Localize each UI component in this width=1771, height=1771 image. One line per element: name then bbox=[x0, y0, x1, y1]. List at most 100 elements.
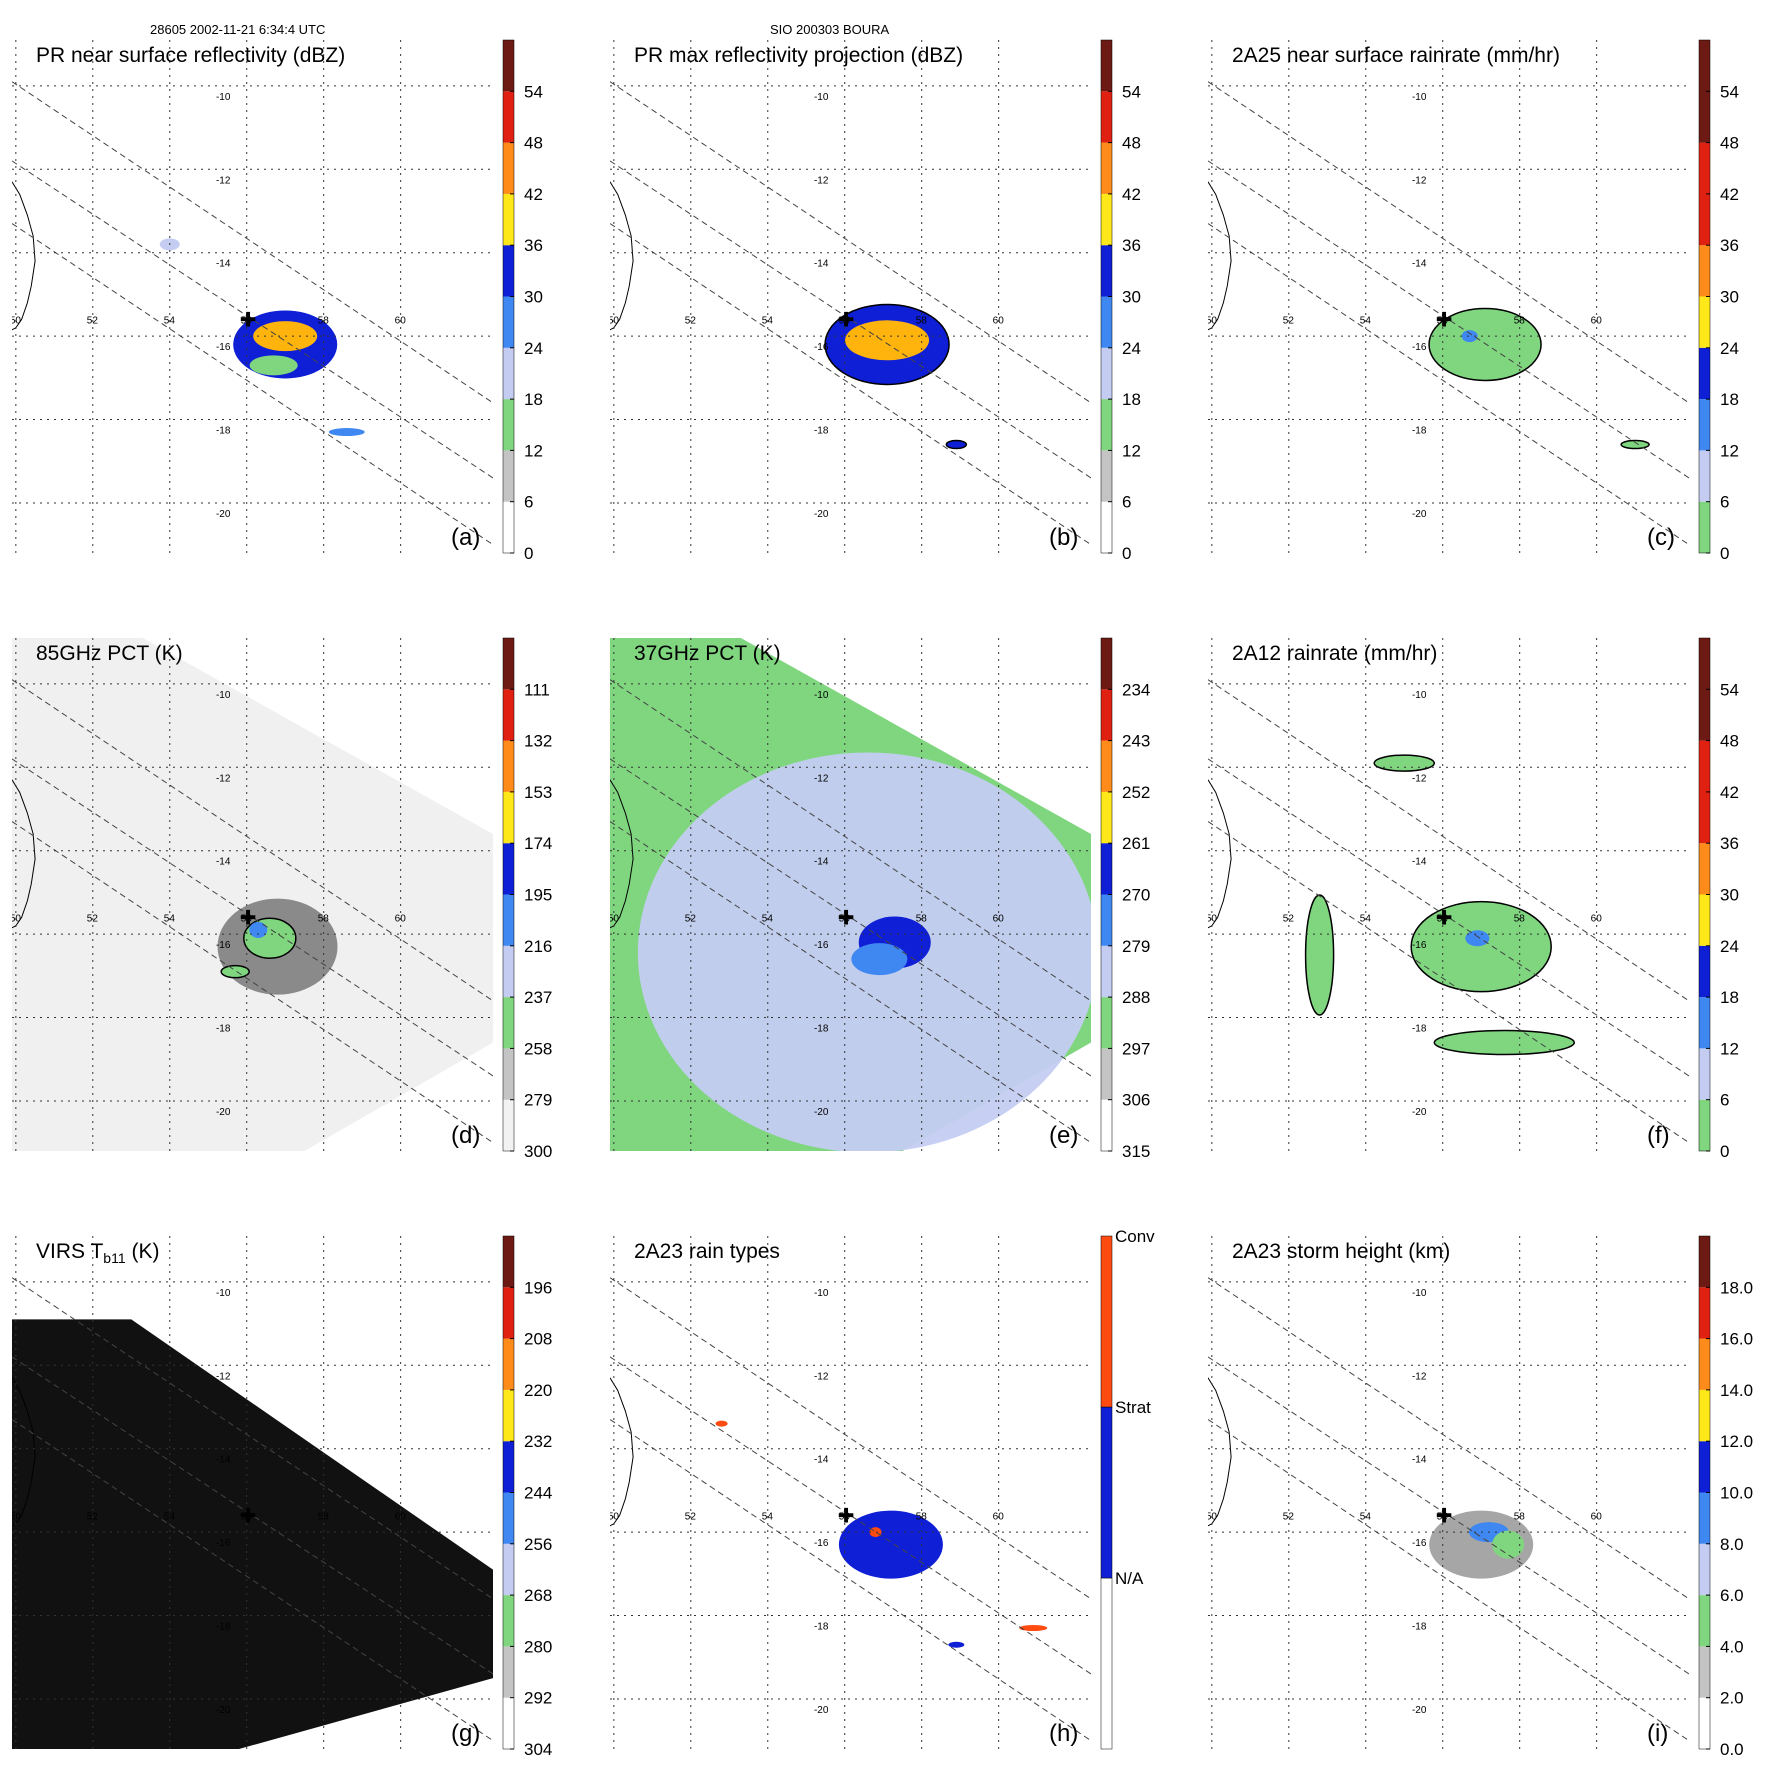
colorbar-segment bbox=[1699, 1236, 1710, 1288]
colorbar-tick-label: 18 bbox=[1720, 390, 1739, 409]
map-a: 50 52 54 56 58 60 -10 -12 -14 -16 -18 -20 ✚ bbox=[10, 40, 493, 553]
colorbar-segment bbox=[503, 399, 514, 451]
lat-tick-label: -20 bbox=[814, 1705, 829, 1716]
storm-area bbox=[1429, 1510, 1534, 1579]
emission-ring bbox=[851, 943, 908, 976]
colorbar-tick-label: 0 bbox=[1720, 1142, 1729, 1161]
lat-tick-label: -10 bbox=[814, 690, 829, 701]
colorbar-segment bbox=[1699, 1543, 1710, 1596]
colorbar-e: 234 243 252 261 270 279 288 297 306 315 bbox=[1100, 637, 1150, 1161]
colorbar-tick-label: 132 bbox=[524, 732, 552, 751]
colorbar-segment bbox=[1101, 193, 1112, 246]
panel-title: PR max reflectivity projection (dBZ) bbox=[634, 44, 963, 67]
colorbar-tick-label: 6 bbox=[1720, 493, 1729, 512]
colorbar-tick-label: 54 bbox=[1720, 680, 1739, 699]
lon-tick-label: 58 bbox=[1514, 315, 1526, 326]
ice-core bbox=[249, 921, 268, 938]
colorbar-tick-label: 220 bbox=[524, 1381, 552, 1400]
swath-edge-line bbox=[1208, 758, 1689, 1077]
swath-edge-line bbox=[610, 679, 1091, 1002]
storm-center-marker: ✚ bbox=[240, 1505, 257, 1527]
convective-cell bbox=[1019, 1625, 1048, 1632]
map-h: 50 52 54 56 58 60 -10 -12 -14 -16 -18 -20 ✚ bbox=[610, 1236, 1091, 1749]
colorbar-tick-label: 54 bbox=[1720, 82, 1739, 101]
colorbar-tick-label: 36 bbox=[1720, 236, 1739, 255]
stratiform-band bbox=[948, 1641, 965, 1648]
colorbar-tick-label: 24 bbox=[524, 339, 543, 358]
colorbar-tick-label: 208 bbox=[524, 1330, 552, 1349]
coastline bbox=[1208, 779, 1232, 929]
colorbar-segment bbox=[1101, 296, 1112, 348]
colorbar-tick-label: 6.0 bbox=[1720, 1586, 1744, 1605]
lat-tick-label: -20 bbox=[1412, 1107, 1427, 1118]
colorbar-tick-label: 244 bbox=[524, 1484, 552, 1503]
colorbar-tick-label: 0 bbox=[524, 544, 533, 563]
lat-tick-label: -12 bbox=[216, 773, 231, 784]
panel-letter: (i) bbox=[1647, 1720, 1668, 1747]
colorbar-tick-label: 24 bbox=[1720, 937, 1739, 956]
panel-c: 50 52 54 56 58 60 -10 -12 -14 -16 -18 -20 ✚ 2A25 near… bbox=[1208, 40, 1689, 553]
lat-tick-label: -20 bbox=[216, 509, 231, 520]
colorbar-tick-label: 196 bbox=[524, 1278, 552, 1297]
panel-letter: (e) bbox=[1049, 1122, 1078, 1149]
colorbar-segment bbox=[1699, 1389, 1710, 1442]
colorbar-segment bbox=[1699, 347, 1710, 400]
colorbar-tick-label: 297 bbox=[1122, 1039, 1150, 1058]
colorbar-tick-label: 195 bbox=[524, 886, 552, 905]
lat-tick-label: -20 bbox=[1412, 509, 1427, 520]
colorbar-f: 54 48 42 36 30 24 18 12 6 0 bbox=[1698, 637, 1739, 1161]
lat-tick-label: -18 bbox=[1412, 1024, 1427, 1035]
lat-tick-label: -18 bbox=[1412, 426, 1427, 437]
colorbar-tick-label: 36 bbox=[524, 236, 543, 255]
lon-tick-label: 60 bbox=[1591, 913, 1603, 924]
lon-tick-label: 54 bbox=[164, 1511, 176, 1522]
lon-tick-label: 56 bbox=[839, 913, 851, 924]
colorbar-tick-label: 42 bbox=[1720, 185, 1739, 204]
colorbar-segment bbox=[1699, 399, 1710, 451]
colorbar-segment bbox=[1699, 945, 1710, 998]
lon-tick-label: 54 bbox=[164, 913, 176, 924]
rain-band-north bbox=[1373, 754, 1435, 772]
lat-tick-label: -16 bbox=[814, 940, 829, 951]
lon-tick-label: 60 bbox=[395, 315, 407, 326]
colorbar-tick-label: 18 bbox=[1122, 390, 1141, 409]
colorbar-tick-label: 6 bbox=[524, 493, 533, 512]
colorbar-d: 111 132 153 174 195 216 237 258 279 300 bbox=[502, 637, 552, 1161]
colorbar-segment bbox=[1101, 142, 1112, 194]
lat-tick-label: -20 bbox=[216, 1705, 231, 1716]
swath-edge-line bbox=[610, 1277, 1091, 1600]
lon-tick-label: 58 bbox=[318, 315, 330, 326]
panel-title: 2A23 storm height (km) bbox=[1232, 1240, 1450, 1263]
colorbar-segment bbox=[503, 1048, 514, 1100]
rain-band bbox=[1620, 439, 1650, 450]
colorbar-tick-label: 42 bbox=[524, 185, 543, 204]
lat-tick-label: -18 bbox=[814, 426, 829, 437]
colorbar-segment bbox=[503, 1697, 514, 1749]
colorbar-tick-label: 18 bbox=[524, 390, 543, 409]
swath-edge-line bbox=[610, 81, 1091, 404]
swath-edge-line bbox=[610, 821, 1091, 1144]
lon-tick-label: 60 bbox=[993, 315, 1005, 326]
lon-tick-label: 52 bbox=[1283, 1511, 1295, 1522]
colorbar-segment bbox=[1699, 1338, 1710, 1390]
colorbar-segment bbox=[1101, 843, 1112, 895]
lon-tick-label: 58 bbox=[318, 913, 330, 924]
colorbar-segment bbox=[1699, 296, 1710, 348]
swath-edge-line bbox=[610, 758, 1091, 1077]
colorbar-tick-label: 48 bbox=[1720, 134, 1739, 153]
colorbar-tick-label: 48 bbox=[1122, 134, 1141, 153]
colorbar-segment bbox=[503, 347, 514, 400]
colorbar-tick-label: 306 bbox=[1122, 1091, 1150, 1110]
panel-title-end: (K) bbox=[126, 1240, 160, 1263]
colorbar-segment bbox=[1101, 347, 1112, 400]
lon-tick-label: 50 bbox=[10, 315, 22, 326]
panel-title: 2A23 rain types bbox=[634, 1240, 780, 1263]
colorbar-segment bbox=[503, 894, 514, 946]
lon-tick-label: 58 bbox=[916, 315, 928, 326]
colorbar-segment bbox=[1699, 1287, 1710, 1339]
lat-tick-label: -20 bbox=[1412, 1705, 1427, 1716]
map-d: 50 52 54 56 58 60 -10 -12 -14 -16 -18 -20 ✚ bbox=[12, 638, 493, 1151]
lon-tick-label: 60 bbox=[395, 913, 407, 924]
swath-edge-line bbox=[610, 160, 1091, 479]
